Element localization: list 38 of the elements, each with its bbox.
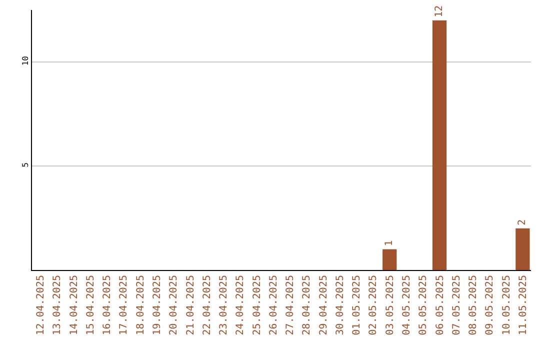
x-tick-label: 24.04.2025 [235,275,246,336]
x-tick-label: 01.05.2025 [352,275,363,336]
bar [432,20,447,270]
x-tick-label: 28.04.2025 [302,275,313,336]
data-label: 2 [517,219,528,226]
x-tick-label: 23.04.2025 [218,275,230,336]
x-tick-label: 20.04.2025 [168,275,180,336]
x-tick-label: 30.04.2025 [334,275,346,336]
x-tick-label: 19.04.2025 [152,275,163,336]
y-tick-label: 5 [20,162,30,168]
x-tick-label: 17.04.2025 [118,275,130,336]
y-tick-label: 10 [20,56,30,66]
x-tick-label: 27.04.2025 [285,275,296,336]
x-tick-label: 16.04.2025 [102,275,114,336]
x-tick-label: 22.04.2025 [202,275,213,336]
x-tick-label: 18.04.2025 [135,275,146,336]
data-label: 12 [434,5,446,18]
x-tick-label: 29.04.2025 [318,275,330,336]
x-tick-label: 14.04.2025 [68,275,80,336]
x-tick-label: 02.05.2025 [368,275,380,336]
data-label: 1 [384,240,396,246]
x-tick-label: 25.04.2025 [252,275,263,336]
x-tick-label: 11.05.2025 [518,275,529,336]
x-tick-label: 15.04.2025 [85,275,96,336]
x-tick-label: 04.05.2025 [402,275,412,336]
x-tick-label: 05.05.2025 [418,275,430,336]
bar [382,249,397,270]
x-tick-label: 07.05.2025 [451,275,462,336]
x-tick-label: 06.05.2025 [434,275,446,336]
x-tick-label: 21.04.2025 [185,275,196,336]
x-tick-label: 09.05.2025 [484,275,496,336]
x-tick-label: 10.05.2025 [501,275,512,336]
x-tick-label: 08.05.2025 [468,275,480,336]
x-tick-label: 03.05.2025 [384,275,396,336]
bar [516,228,530,270]
x-tick-label: 13.04.2025 [52,275,64,336]
x-tick-label: 12.04.2025 [36,275,47,336]
x-tick-label: 26.04.2025 [268,275,280,336]
